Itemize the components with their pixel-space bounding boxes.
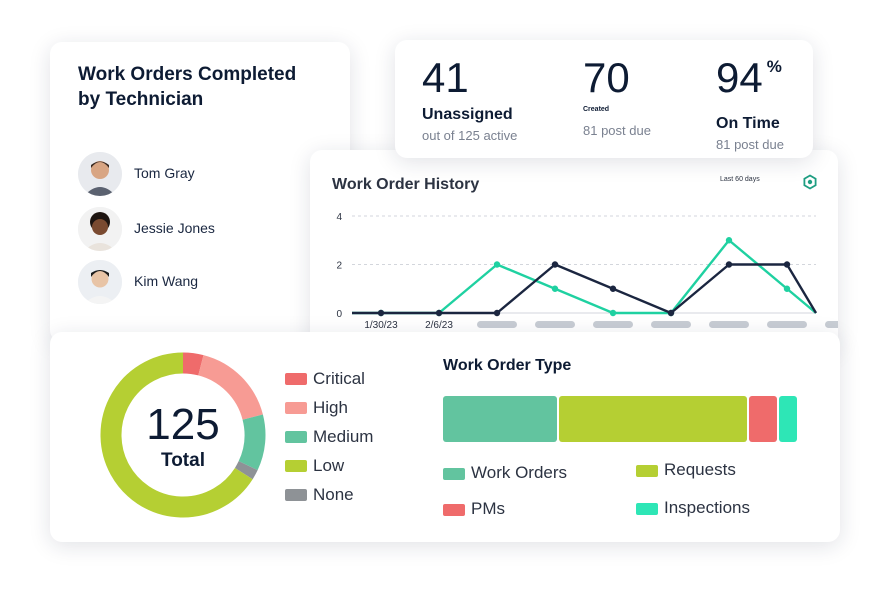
legend-label: Critical — [313, 369, 365, 388]
legend-label: None — [313, 485, 354, 504]
gear-icon[interactable] — [802, 174, 818, 190]
donut-slice-medium[interactable] — [238, 414, 266, 471]
series-line-2 — [352, 263, 818, 315]
x-tick-placeholder — [825, 321, 838, 328]
series-1-point[interactable] — [783, 285, 791, 292]
legend-swatch — [285, 373, 307, 385]
legend-label: Requests — [664, 460, 736, 479]
stat-created: 70 Created 81 post due — [583, 54, 651, 138]
legend-label: Work Orders — [471, 463, 568, 482]
history-card: 0 2 4 1/30/23 2/6/23 Work Order History Last… — [310, 150, 838, 350]
technician-title-line-1: Work Orders Completed — [78, 64, 297, 85]
avatar — [78, 152, 122, 196]
donut-slice-high[interactable] — [197, 355, 263, 421]
technician-name: Jessie Jones — [134, 220, 215, 236]
legend-swatch — [285, 402, 307, 414]
y-tick-label: 0 — [336, 309, 342, 320]
technician-name: Kim Wang — [134, 273, 199, 289]
x-tick-label: 2/6/23 — [425, 320, 453, 331]
stat-label: On Time — [716, 115, 780, 132]
legend-label: Low — [313, 456, 345, 475]
legend-swatch — [443, 504, 465, 516]
stat-label: Created — [583, 106, 610, 113]
stat-unit: % — [766, 57, 782, 76]
legend-swatch — [636, 465, 658, 477]
donut-slice-low[interactable] — [100, 352, 253, 518]
work-order-type-bar — [443, 396, 797, 442]
legend-label: PMs — [471, 499, 505, 518]
legend-label: High — [313, 398, 348, 417]
series-2-point[interactable] — [551, 261, 559, 268]
series-1-point[interactable] — [725, 237, 733, 244]
x-tick-placeholder — [593, 321, 633, 328]
technician-row[interactable]: Kim Wang 75 — [78, 260, 328, 304]
technician-card: Work Orders Completed by Technician Tom … — [50, 42, 350, 342]
stats-card: 41 Unassigned out of 125 active 70 Creat… — [395, 40, 813, 158]
history-title: Work Order History — [332, 176, 480, 193]
stat-subtext: 81 post due — [583, 123, 651, 138]
technician-row[interactable]: Tom Gray 84 — [78, 152, 328, 196]
y-tick-label: 4 — [336, 212, 342, 223]
donut-slice-critical[interactable] — [182, 352, 204, 376]
series-2-point[interactable] — [609, 285, 617, 292]
series-2-point[interactable] — [725, 261, 733, 268]
series-2-point[interactable] — [783, 261, 791, 268]
date-range-label[interactable]: Last 60 days — [720, 176, 760, 183]
technician-name: Tom Gray — [134, 165, 195, 181]
stat-unassigned: 41 Unassigned out of 125 active — [422, 54, 517, 143]
series-2-point[interactable] — [493, 309, 501, 317]
legend-label: Inspections — [664, 498, 750, 517]
x-tick-placeholder — [767, 321, 807, 328]
summary-card: 125 Total Critical High Medium Low None Work… — [50, 332, 840, 542]
priority-donut-chart — [100, 352, 266, 518]
type-bar-segment-work-orders[interactable] — [443, 396, 557, 442]
legend-label: Medium — [313, 427, 374, 446]
legend-swatch — [285, 431, 307, 443]
work-order-type-title: Work Order Type — [443, 357, 572, 374]
series-2-point[interactable] — [377, 309, 385, 317]
x-tick-label: 1/30/23 — [364, 320, 398, 331]
x-tick-placeholder — [477, 321, 517, 328]
x-tick-placeholder — [651, 321, 691, 328]
type-bar-segment-inspections[interactable] — [779, 396, 797, 442]
technician-row[interactable]: Jessie Jones 76 — [78, 207, 328, 251]
series-2-point[interactable] — [667, 309, 675, 317]
legend-swatch — [285, 460, 307, 472]
x-tick-placeholder — [535, 321, 575, 328]
avatar — [78, 207, 122, 251]
stat-value: 70 — [583, 54, 630, 101]
technician-card-title: Work Orders Completed by Technician — [78, 62, 338, 112]
x-tick-placeholder — [709, 321, 749, 328]
stat-value: 41 — [422, 54, 469, 101]
donut-slice-none[interactable] — [234, 461, 258, 480]
stat-subtext: 81 post due — [716, 137, 784, 152]
legend-swatch — [636, 503, 658, 515]
stat-number: 94 — [716, 54, 763, 101]
y-tick-label: 2 — [336, 261, 342, 272]
history-line-chart: 0 2 4 1/30/23 2/6/23 — [336, 212, 838, 331]
type-bar-segment-requests[interactable] — [558, 396, 747, 442]
donut-total-label: Total — [161, 450, 205, 471]
type-bar-segment-pms[interactable] — [748, 396, 778, 442]
legend-swatch — [443, 468, 465, 480]
stat-subtext: out of 125 active — [422, 128, 518, 143]
stat-label: Unassigned — [422, 106, 513, 123]
donut-center: 125 Total — [100, 352, 266, 518]
avatar — [78, 260, 122, 304]
stat-value: 94% — [716, 54, 784, 111]
stat-on-time: 94% On Time 81 post due — [716, 54, 784, 152]
technician-title-line-2: by Technician — [78, 89, 204, 110]
series-1-point[interactable] — [609, 309, 617, 317]
series-1-point[interactable] — [551, 285, 559, 292]
legend-swatch — [285, 489, 307, 501]
donut-total-value: 125 — [146, 400, 220, 449]
series-1-point[interactable] — [493, 261, 501, 268]
series-2-point[interactable] — [435, 309, 443, 317]
